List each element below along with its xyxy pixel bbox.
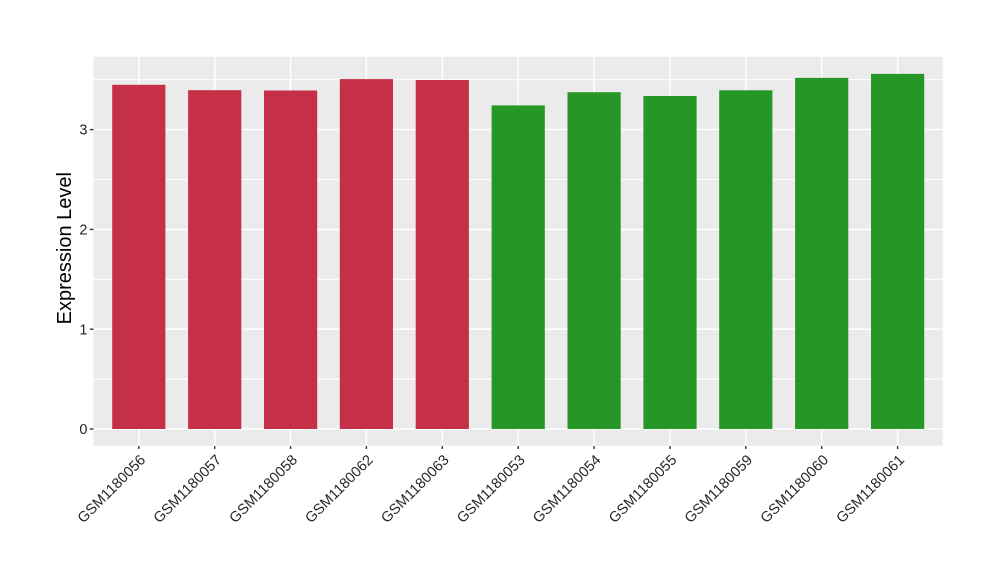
- svg-text:0: 0: [79, 422, 87, 438]
- svg-text:1: 1: [79, 322, 87, 338]
- svg-text:Expression Level: Expression Level: [54, 172, 76, 324]
- svg-text:3: 3: [79, 123, 87, 139]
- svg-text:2: 2: [79, 223, 87, 239]
